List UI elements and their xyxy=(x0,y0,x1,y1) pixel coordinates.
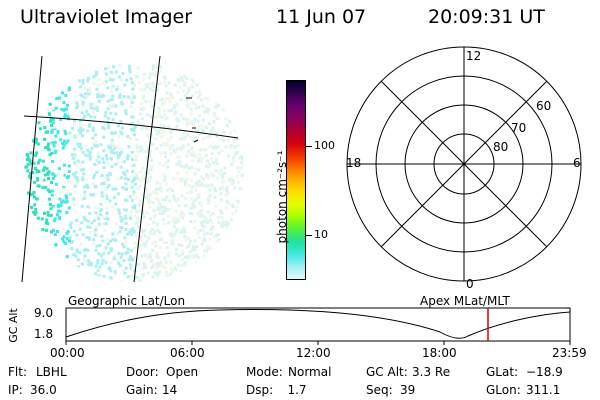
polar-plot: 12 6 0 18 60 70 80 xyxy=(346,46,582,291)
info-glon-key: GLon: xyxy=(486,383,521,397)
polar-ring-70: 70 xyxy=(511,121,526,135)
polar-ring-80: 80 xyxy=(493,140,508,154)
info-seq-val: 39 xyxy=(400,383,416,397)
info-glat-key: GLat: xyxy=(486,365,519,379)
orbit-right-label: Apex MLat/MLT xyxy=(420,294,510,308)
info-seq-key: Seq: xyxy=(366,383,393,397)
date-label: 11 Jun 07 xyxy=(276,6,367,28)
colorbar-tick-100 xyxy=(306,146,312,147)
artifact-mark xyxy=(193,139,199,143)
info-gain-key: Gain: xyxy=(126,383,158,397)
info-ip-key: IP: xyxy=(8,383,23,397)
info-door-key: Door: xyxy=(126,365,159,379)
colorbar-label-100: 100 xyxy=(314,139,335,152)
polar-ring-60: 60 xyxy=(536,99,551,113)
orbit-left-label: Geographic Lat/Lon xyxy=(68,294,186,308)
orbit-xtick-1: 06:00 xyxy=(170,346,205,360)
orbit-xtick-0: 00:00 xyxy=(50,346,85,360)
info-mode-key: Mode: xyxy=(246,365,283,379)
info-gain-val: 14 xyxy=(162,383,178,397)
lon-line-right xyxy=(133,55,161,283)
info-dsp-val: 1.7 xyxy=(276,383,307,397)
info-gcalt-val: 3.3 Re xyxy=(412,365,451,379)
info-flt-val: LBHL xyxy=(36,365,67,379)
info-flt-key: Flt: xyxy=(8,365,27,379)
info-door-val: Open xyxy=(166,365,199,379)
orbit-ytick-bottom: 1.8 xyxy=(34,327,54,341)
app-title: Ultraviolet Imager xyxy=(20,6,193,28)
colorbar-tick-10 xyxy=(306,235,312,236)
orbit-xtick-4: 23:59 xyxy=(552,346,587,360)
orbit-xtick-3: 18:00 xyxy=(422,346,457,360)
info-dsp-key: Dsp: xyxy=(246,383,274,397)
altitude-curve xyxy=(65,309,571,339)
lon-line-left xyxy=(21,55,43,283)
orbit-xtick-2: 12:00 xyxy=(296,346,331,360)
info-glon-val: 311.1 xyxy=(526,383,561,397)
info-glat-val: −18.9 xyxy=(526,365,563,379)
polar-label-top: 12 xyxy=(466,49,481,63)
info-ip-val: 36.0 xyxy=(30,383,57,397)
colorbar xyxy=(286,80,306,280)
lat-line xyxy=(23,115,239,139)
time-label: 20:09:31 UT xyxy=(428,6,545,28)
orbit-ytick-top: 9.0 xyxy=(34,306,54,320)
polar-label-right: 6 xyxy=(573,156,581,170)
info-gcalt-key: GC Alt: xyxy=(366,365,408,379)
polar-label-left: 18 xyxy=(346,156,361,170)
colorbar-label-10: 10 xyxy=(314,228,328,241)
polar-label-bottom: 0 xyxy=(466,277,474,291)
info-mode-val: Normal xyxy=(288,365,332,379)
